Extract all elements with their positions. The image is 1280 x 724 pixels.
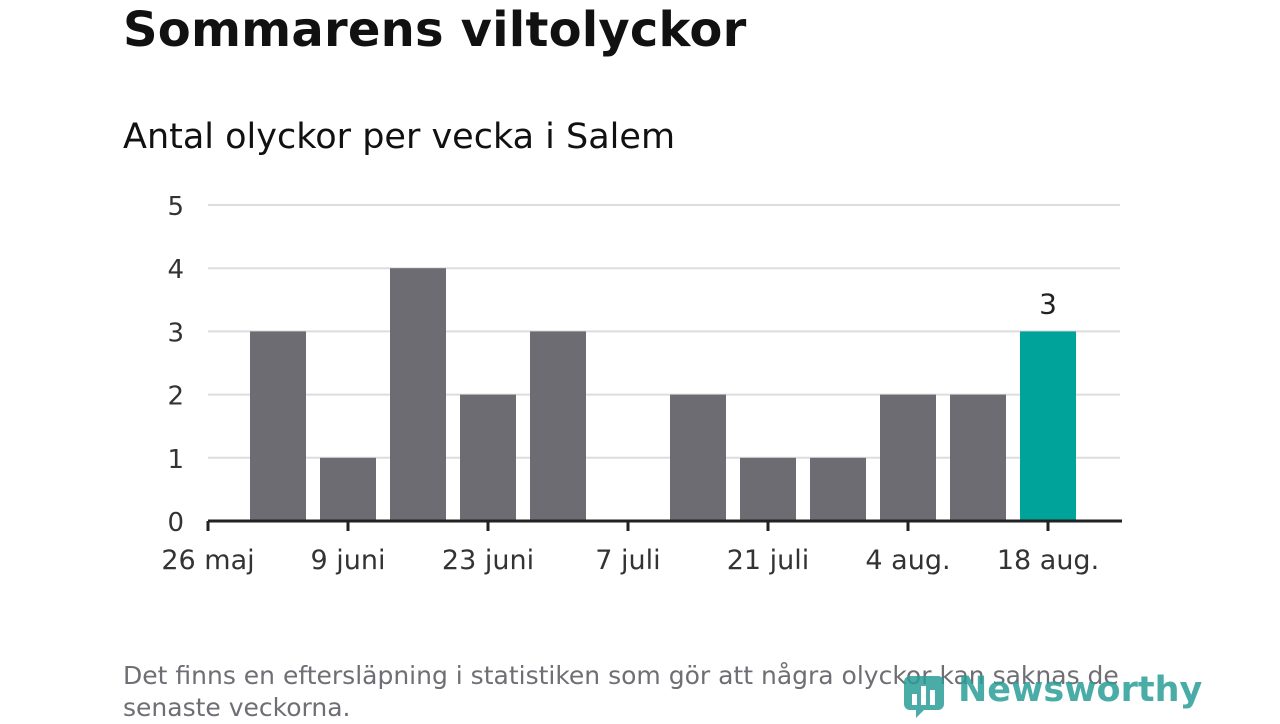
x-tick-label: 7 juli: [595, 545, 660, 576]
bar: [670, 394, 726, 521]
y-tick-label: 0: [167, 508, 184, 538]
y-tick-label: 3: [167, 318, 184, 348]
x-tick-label: 9 juni: [311, 545, 386, 576]
y-tick-label: 2: [167, 382, 184, 412]
x-tick-label: 21 juli: [727, 545, 810, 576]
y-tick-label: 4: [167, 255, 184, 285]
bar-chart-icon: [904, 676, 944, 718]
footnote: Det finns en eftersläpning i statistiken…: [123, 661, 1119, 722]
bar-chart: 0 1 2 3 4 5 3 26 maj 9 juni 23 juni 7 juli 21 juli 4…: [161, 192, 1122, 576]
data-label: 3: [1039, 287, 1057, 320]
x-tick-label: 26 maj: [161, 545, 254, 576]
bar: [950, 394, 1006, 521]
bar: [740, 457, 796, 521]
bar: [810, 457, 866, 521]
bar: [390, 268, 446, 521]
bar: [880, 394, 936, 521]
bar: [460, 394, 516, 521]
bar: [530, 331, 586, 521]
y-tick-label: 1: [167, 445, 184, 475]
logo-text: Newsworthy: [958, 670, 1203, 710]
x-tick-label: 18 aug.: [997, 545, 1099, 576]
y-tick-label: 5: [167, 192, 184, 222]
x-tick-label: 4 aug.: [865, 545, 950, 576]
chart-subtitle: Antal olyckor per vecka i Salem: [123, 117, 676, 157]
newsworthy-logo: Newsworthy: [902, 670, 1202, 720]
bar: [250, 331, 306, 521]
bar: [1020, 331, 1076, 521]
chart-title: Sommarens viltolyckor: [123, 2, 747, 58]
bar: [320, 457, 376, 521]
x-tick-label: 23 juni: [442, 545, 534, 576]
